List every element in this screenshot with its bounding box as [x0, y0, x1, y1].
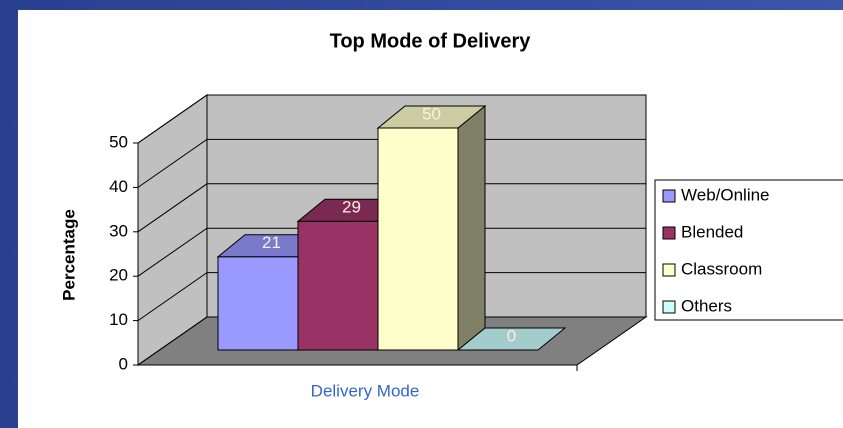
- grid-line: [137, 227, 646, 277]
- legend-label: Others: [681, 296, 732, 315]
- bar-front: [377, 127, 459, 351]
- grid-line: [137, 138, 646, 188]
- data-label: 50: [422, 104, 441, 123]
- legend-label: Blended: [681, 222, 743, 241]
- y-tick-label: 10: [109, 310, 128, 329]
- bar-front: [217, 256, 299, 351]
- grid-line: [137, 94, 646, 144]
- y-axis-label: Percentage: [59, 209, 78, 301]
- legend-swatch: [662, 263, 676, 277]
- y-tick-label: 30: [109, 221, 128, 240]
- legend-label: Web/Online: [681, 185, 770, 204]
- legend-label: Classroom: [681, 259, 762, 278]
- legend-swatch: [662, 226, 676, 240]
- legend-swatch: [662, 300, 676, 314]
- grid-line: [137, 183, 646, 233]
- bar-side: [457, 104, 486, 352]
- bar-top: [456, 327, 567, 351]
- data-label: 0: [507, 326, 516, 345]
- chart-title: Top Mode of Delivery: [330, 30, 532, 52]
- x-axis-label: Delivery Mode: [311, 381, 420, 400]
- bar-top: [376, 105, 487, 129]
- grid-line: [137, 272, 646, 322]
- y-tick-label: 0: [119, 354, 128, 373]
- bar-front: [297, 220, 379, 351]
- data-label: 21: [262, 233, 281, 252]
- legend: [654, 179, 843, 321]
- legend-swatch: [662, 189, 676, 203]
- y-tick-label: 40: [109, 177, 128, 196]
- y-tick-label: 20: [109, 266, 128, 285]
- data-label: 29: [342, 198, 361, 217]
- y-tick-label: 50: [109, 132, 128, 151]
- grid-line: [137, 316, 646, 366]
